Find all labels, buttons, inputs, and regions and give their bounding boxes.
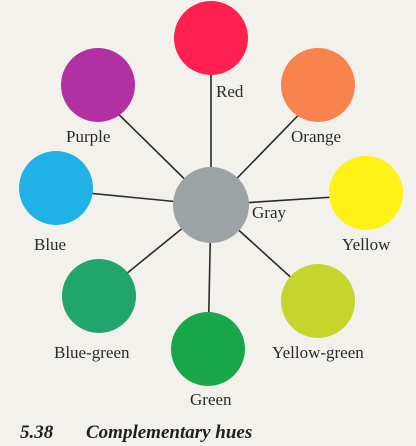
caption-title: Complementary hues bbox=[86, 422, 252, 443]
label-blue-green: Blue-green bbox=[54, 343, 130, 362]
center-circle-gray bbox=[173, 167, 249, 243]
label-red: Red bbox=[216, 82, 244, 101]
label-gray: Gray bbox=[252, 203, 286, 222]
label-purple: Purple bbox=[66, 127, 110, 146]
label-blue: Blue bbox=[34, 235, 66, 254]
hue-circle-purple bbox=[61, 48, 135, 122]
hue-circle-green bbox=[171, 312, 245, 386]
hue-circle-yellow bbox=[329, 156, 403, 230]
hue-circle-red bbox=[174, 1, 248, 75]
hue-circle-blue bbox=[19, 151, 93, 225]
label-yellow-green: Yellow-green bbox=[272, 343, 364, 362]
hue-circle-yellow-green bbox=[281, 264, 355, 338]
label-orange: Orange bbox=[291, 127, 341, 146]
label-yellow: Yellow bbox=[342, 235, 391, 254]
hue-circle-blue-green bbox=[62, 259, 136, 333]
caption-number: 5.38 bbox=[20, 422, 54, 443]
label-green: Green bbox=[190, 390, 232, 409]
hue-circle-orange bbox=[281, 48, 355, 122]
